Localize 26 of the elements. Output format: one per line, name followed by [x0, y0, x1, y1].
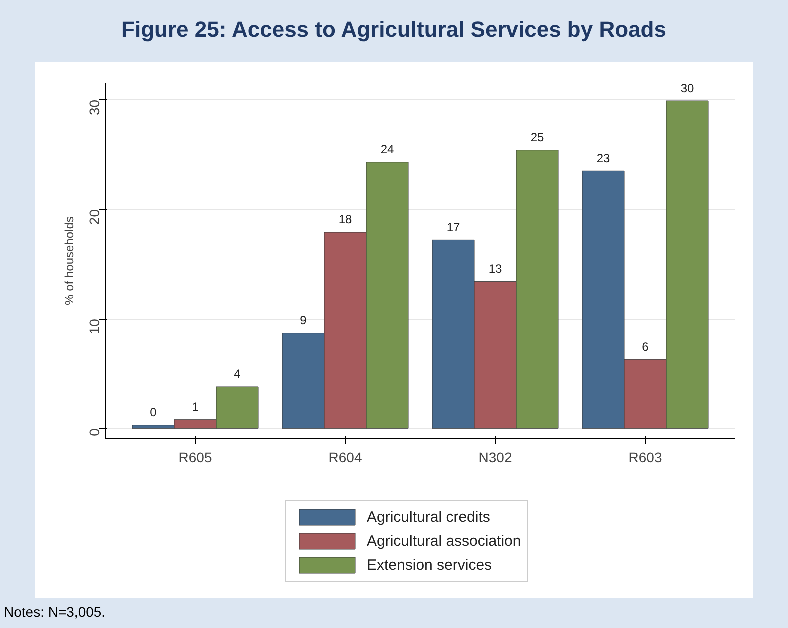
y-tick-label: 10 — [86, 318, 102, 335]
data-label: 18 — [338, 212, 352, 227]
text: Notes: N=3,005. — [4, 603, 106, 622]
data-label: 24 — [380, 142, 394, 157]
data-label: 13 — [488, 262, 502, 276]
data-label: 4 — [234, 367, 242, 382]
chart-title: Figure 25: Access to Agricultural Services by Roads — [122, 16, 666, 44]
y-tick-label: 0 — [86, 428, 102, 436]
data-label: 0 — [150, 406, 158, 420]
data-label: 17 — [446, 220, 460, 234]
data-label: 1 — [192, 400, 200, 414]
legend-label: Extension services — [367, 556, 492, 574]
y-axis-title: % of households — [62, 216, 76, 306]
x-tick-label: R604 — [328, 450, 362, 466]
data-label: 23 — [596, 151, 610, 166]
y-tick-label: 20 — [86, 209, 102, 226]
x-tick-label: R603 — [628, 450, 662, 466]
data-label: 9 — [300, 314, 308, 328]
data-label: 25 — [530, 130, 544, 145]
legend-label: Agricultural association — [367, 532, 522, 550]
x-tick-label: R605 — [178, 450, 212, 466]
data-label: 30 — [680, 81, 694, 96]
x-tick-label: N302 — [478, 450, 512, 466]
y-tick-label: 30 — [86, 100, 102, 116]
data-label: 6 — [642, 340, 650, 354]
legend-label: Agricultural credits — [367, 508, 490, 526]
